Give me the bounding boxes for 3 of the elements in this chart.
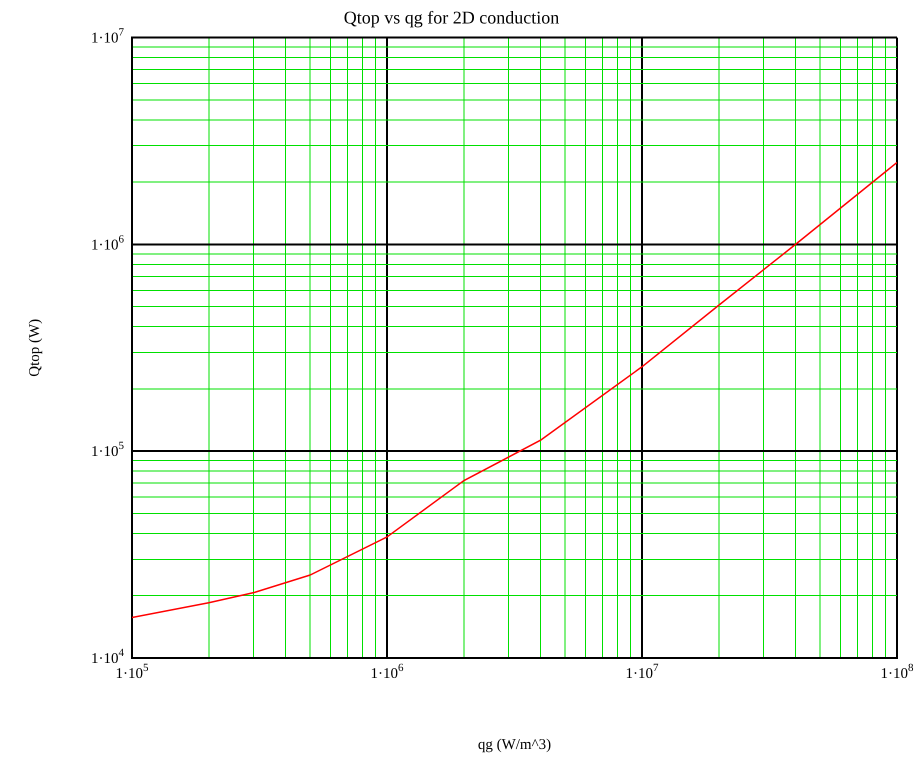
y-axis-title: Qtop (W) — [26, 318, 43, 377]
x-axis-title: qg (W/m^3) — [478, 736, 552, 753]
chart-title: Qtop vs qg for 2D conduction — [344, 8, 560, 28]
